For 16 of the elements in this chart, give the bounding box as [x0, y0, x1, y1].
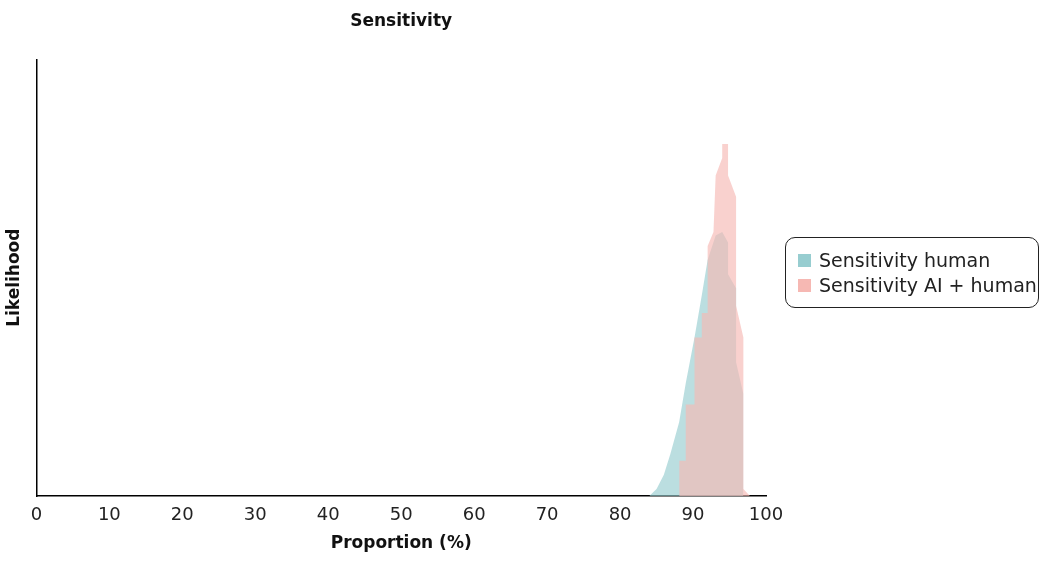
x-tick-label: 70	[535, 503, 559, 525]
y-axis-title: Likelihood	[2, 228, 23, 327]
x-axis-title: Proportion (%)	[330, 532, 472, 553]
x-tick-label: 10	[97, 503, 121, 525]
x-tick-label: 60	[462, 503, 486, 525]
legend-label: Sensitivity human	[819, 249, 991, 271]
x-tick-label: 90	[681, 503, 705, 525]
legend-label: Sensitivity AI + human	[819, 274, 1037, 296]
x-tick-label: 100	[748, 503, 784, 525]
x-tick-label: 30	[243, 503, 267, 525]
x-tick-label: 40	[316, 503, 340, 525]
x-tick-label: 20	[170, 503, 194, 525]
x-tick-label: 50	[389, 503, 413, 525]
chart-title: Sensitivity	[350, 9, 453, 30]
x-tick-label: 0	[30, 503, 43, 525]
x-tick-label: 80	[608, 503, 632, 525]
